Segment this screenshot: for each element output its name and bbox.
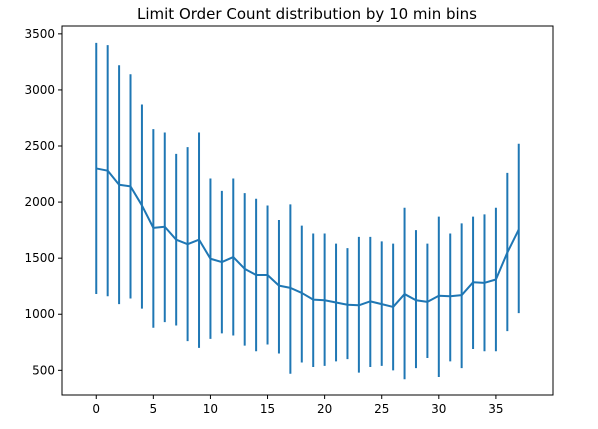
y-tick-label: 3500 (24, 27, 55, 41)
y-tick-label: 500 (32, 363, 55, 377)
y-tick-label: 3000 (24, 83, 55, 97)
y-tick-label: 2000 (24, 195, 55, 209)
y-tick-label: 1000 (24, 307, 55, 321)
x-tick-label: 20 (317, 402, 332, 416)
y-tick-label: 2500 (24, 139, 55, 153)
x-tick-label: 0 (92, 402, 100, 416)
x-tick-label: 15 (260, 402, 275, 416)
y-tick-label: 1500 (24, 251, 55, 265)
data-marks (95, 42, 520, 380)
axis-ticks: 0 5 10 15 20 25 30 35 500 1000 1500 2000 2500 3000 350… (24, 27, 503, 416)
plot-area (61, 25, 554, 396)
chart-title: Limit Order Count distribution by 10 min… (137, 5, 477, 23)
x-tick-label: 35 (488, 402, 503, 416)
x-tick-label: 10 (203, 402, 218, 416)
mean-line (96, 167, 520, 308)
x-tick-label: 30 (431, 402, 446, 416)
x-tick-label: 5 (150, 402, 158, 416)
x-tick-label: 25 (374, 402, 389, 416)
